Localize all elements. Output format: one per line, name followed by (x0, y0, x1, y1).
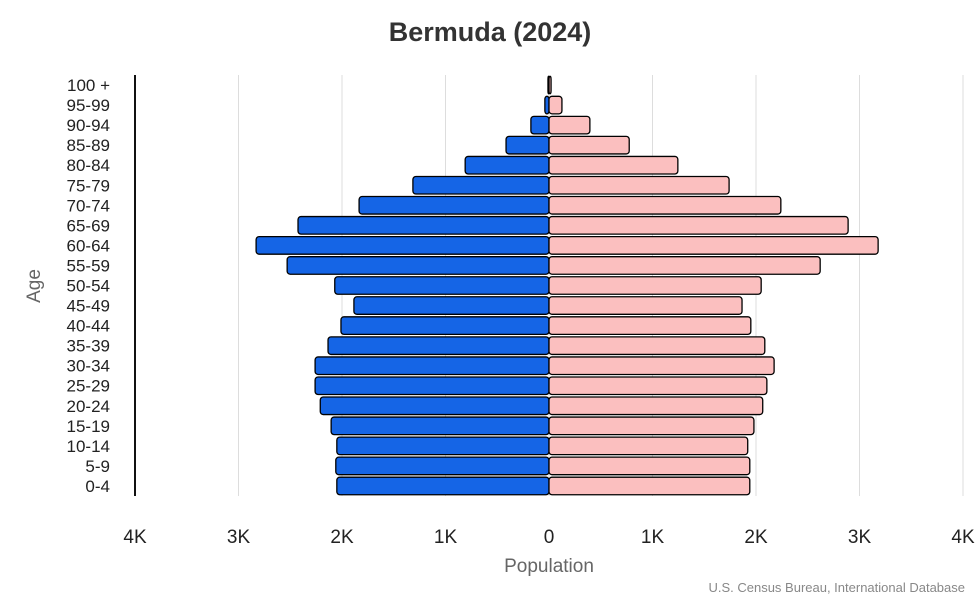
female-bar-80-84 (548, 155, 679, 175)
source-note: U.S. Census Bureau, International Databa… (708, 580, 965, 595)
male-bar-80-84 (464, 155, 550, 175)
y-tick-label: 40-44 (67, 317, 110, 336)
x-tick-label: 3K (848, 527, 872, 548)
female-bar-20-24 (548, 396, 764, 416)
y-tick-label: 45-49 (67, 297, 110, 316)
x-axis-label: Population (504, 556, 594, 577)
female-bar-40-44 (548, 316, 752, 336)
female-bar-100 (548, 75, 552, 95)
y-tick-label: 0-4 (85, 477, 110, 496)
male-bar-75-79 (412, 175, 550, 195)
x-tick-label: 3K (227, 527, 251, 548)
y-tick-label: 35-39 (67, 337, 110, 356)
y-tick-label: 30-34 (67, 357, 110, 376)
x-tick-label: 4K (951, 527, 975, 548)
y-tick-label: 100 + (67, 76, 110, 95)
male-bar-5-9 (335, 456, 550, 476)
male-bar-60-64 (255, 235, 550, 255)
female-bar-25-29 (548, 376, 768, 396)
y-axis-label: Age (24, 269, 45, 303)
male-bar-0-4 (336, 476, 550, 496)
male-bar-90-94 (530, 115, 550, 135)
male-bar-50-54 (334, 276, 550, 295)
y-tick-label: 80-84 (67, 156, 110, 175)
male-bar-30-34 (314, 356, 550, 376)
male-bar-70-74 (358, 195, 550, 215)
y-tick-label: 10-14 (67, 437, 110, 456)
male-bar-55-59 (286, 256, 550, 275)
female-bar-95-99 (548, 95, 563, 115)
male-bar-35-39 (327, 336, 550, 356)
female-bar-30-34 (548, 356, 775, 376)
female-bar-85-89 (548, 135, 630, 155)
female-bar-0-4 (548, 476, 751, 496)
x-tick-label: 2K (330, 527, 354, 548)
y-tick-label: 75-79 (67, 176, 110, 195)
female-bar-35-39 (548, 336, 766, 356)
y-tick-label: 95-99 (67, 96, 110, 115)
y-tick-label: 70-74 (67, 196, 110, 215)
male-bar-45-49 (353, 296, 550, 315)
male-bar-65-69 (297, 215, 550, 235)
y-tick-label: 20-24 (67, 397, 110, 416)
x-tick-label: 1K (641, 527, 665, 548)
male-bar-20-24 (319, 396, 550, 416)
male-bar-15-19 (330, 416, 550, 436)
x-tick-label: 2K (744, 527, 768, 548)
male-bar-25-29 (314, 376, 550, 396)
female-bar-75-79 (548, 175, 730, 195)
y-tick-label: 60-64 (67, 236, 110, 255)
female-bar-5-9 (548, 456, 751, 476)
male-bar-10-14 (336, 436, 550, 456)
female-bar-50-54 (548, 276, 762, 295)
y-tick-label: 55-59 (67, 256, 110, 275)
y-tick-label: 50-54 (67, 277, 110, 296)
y-tick-label: 15-19 (67, 417, 110, 436)
male-bar-85-89 (505, 135, 550, 155)
male-bar-40-44 (340, 316, 550, 336)
y-tick-label: 65-69 (67, 216, 110, 235)
female-bar-60-64 (548, 235, 879, 255)
x-tick-label: 0 (544, 527, 555, 548)
chart-title: Bermuda (2024) (389, 17, 592, 47)
x-tick-label: 4K (123, 527, 147, 548)
female-bar-70-74 (548, 195, 782, 215)
female-bar-10-14 (548, 436, 749, 456)
female-bar-15-19 (548, 416, 755, 436)
female-bar-55-59 (548, 256, 821, 275)
female-bar-65-69 (548, 215, 849, 235)
female-bar-45-49 (548, 296, 743, 315)
female-bar-90-94 (548, 115, 591, 135)
y-tick-label: 90-94 (67, 116, 110, 135)
y-tick-label: 5-9 (85, 457, 110, 476)
y-tick-label: 25-29 (67, 377, 110, 396)
x-tick-label: 1K (434, 527, 458, 548)
y-tick-label: 85-89 (67, 136, 110, 155)
